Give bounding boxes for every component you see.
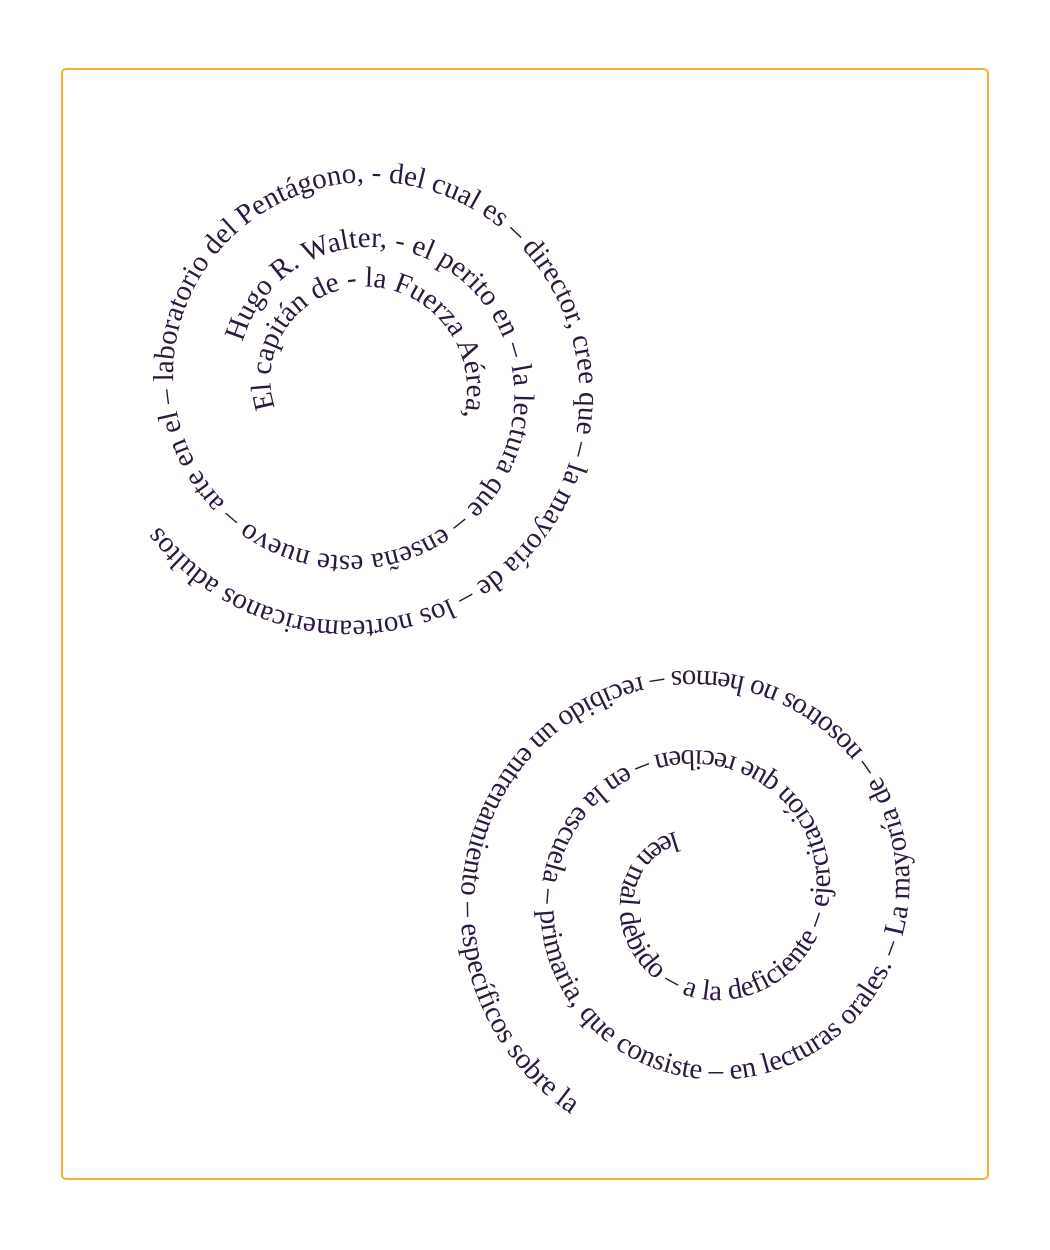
upper-spiral-text: Hugo R. Walter, - el perito en – la lect…	[139, 157, 604, 646]
upper-spiral-textpath: Hugo R. Walter, - el perito en – la lect…	[139, 157, 604, 646]
lower-spiral-text: leen mal debido – a la deficiente – ejer…	[454, 663, 917, 1120]
content-frame	[61, 68, 989, 1180]
lower-spiral-textpath: leen mal debido – a la deficiente – ejer…	[454, 663, 917, 1120]
